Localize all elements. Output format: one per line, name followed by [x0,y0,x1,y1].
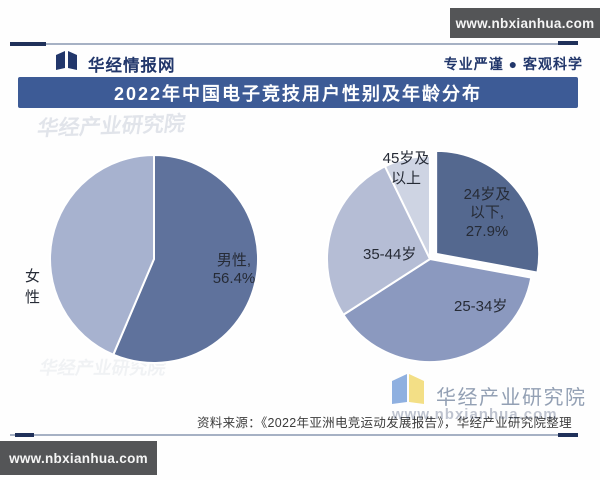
panel-bottom-rule [10,434,578,436]
gender-distribution-slice-0 [112,154,259,364]
watermark-url-overlay: www.nbxianhua.com [392,406,558,423]
rule-dash-top-left [10,42,46,46]
agency-brandmark-text: 华经产业研究院 [436,387,587,409]
age-distribution-slice-0 [435,149,541,274]
age-distribution-slice-2 [325,165,431,316]
rule-dash-bottom-left [15,433,34,437]
brand-name: 华经情报网 [88,57,176,75]
panel-top-rule [10,43,578,45]
source-note: 资料来源：《2022年亚洲电竞运动发展报告》，华经产业研究院整理 [197,416,572,430]
gender-pie-chart [49,154,259,364]
chart-title-banner: 2022年中国电子竞技用户性别及年龄分布 [18,77,578,108]
header-slogan: 专业严谨 ● 客观科学 [443,56,583,72]
age-distribution-slice-3 [383,155,431,260]
watermark-badge-bottom-left: www.nbxianhua.com [0,441,157,475]
agency-logo-icon [392,374,424,404]
age-pie-chart [325,149,541,363]
watermark-badge-top-right: www.nbxianhua.com [450,8,600,38]
agency-watermark-top: 华经产业研究院 [35,112,187,141]
rule-dash-bottom-right [558,433,578,437]
gender-distribution-slice-1 [49,154,155,356]
open-book-logo-icon [56,51,77,70]
rule-dash-top-right [558,41,578,45]
